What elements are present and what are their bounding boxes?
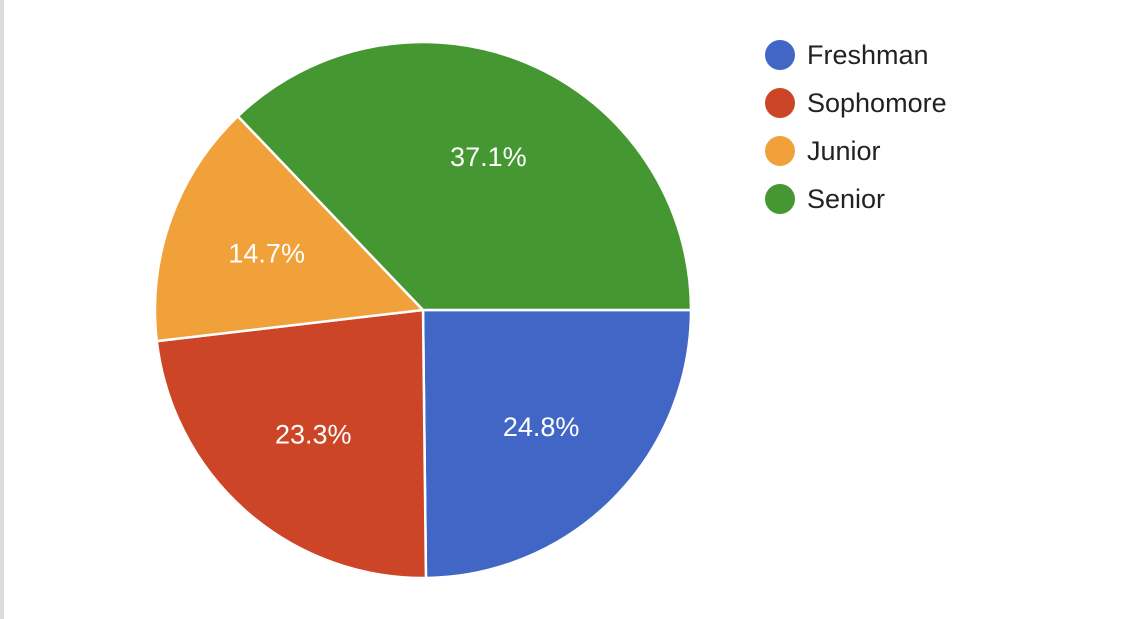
pie-slice-labels: 24.8% 23.3% 14.7% 37.1% [228,142,579,450]
legend-swatch-senior [765,184,795,214]
legend-label-sophomore: Sophomore [807,88,947,118]
legend-item-freshman[interactable]: Freshman [765,40,929,70]
slice-label-sophomore: 23.3% [275,420,352,450]
legend-label-freshman: Freshman [807,40,929,70]
legend-swatch-sophomore [765,88,795,118]
legend-label-junior: Junior [807,136,881,166]
pie-slices [153,40,693,580]
pie-slice-freshman[interactable] [421,308,693,580]
slice-label-freshman: 24.8% [503,412,580,442]
legend-item-senior[interactable]: Senior [765,184,885,214]
legend-swatch-freshman [765,40,795,70]
legend-item-junior[interactable]: Junior [765,136,881,166]
legend-swatch-junior [765,136,795,166]
legend-label-senior: Senior [807,184,885,214]
legend-item-sophomore[interactable]: Sophomore [765,88,947,118]
slice-label-senior: 37.1% [450,142,527,172]
left-edge-border [0,0,4,619]
pie-slice-senior[interactable] [236,40,693,312]
slice-label-junior: 14.7% [228,239,305,269]
pie-slice-sophomore[interactable] [155,308,428,580]
legend: Freshman Sophomore Junior Senior [765,40,947,214]
pie-slice-junior[interactable] [153,114,425,343]
